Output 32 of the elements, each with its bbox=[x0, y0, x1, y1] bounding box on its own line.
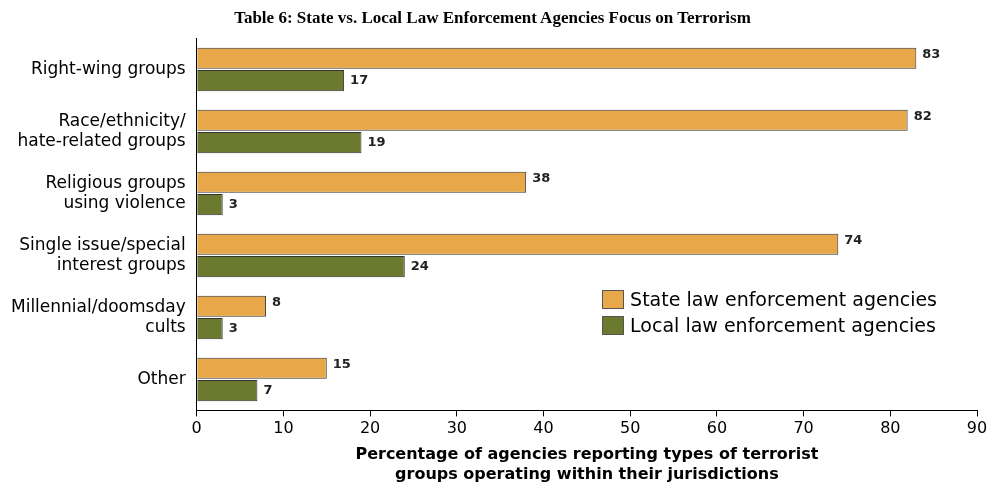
legend-label: State law enforcement agencies bbox=[630, 287, 937, 312]
y-tick-label: Millennial/doomsday cults bbox=[11, 295, 186, 337]
data-label: 17 bbox=[350, 71, 369, 87]
x-tick-label: 60 bbox=[706, 418, 728, 438]
x-tick-label: 80 bbox=[880, 418, 901, 438]
data-label: 24 bbox=[410, 257, 429, 273]
chart-title: Table 6: State vs. Local Law Enforcement Agencies Focus on Terrorism bbox=[234, 7, 751, 27]
data-label: 15 bbox=[332, 355, 351, 371]
y-tick-label: Race/ethnicity/ hate-related groups bbox=[17, 109, 186, 151]
y-tick-label: Other bbox=[137, 367, 186, 388]
x-tick-label: 20 bbox=[359, 418, 381, 438]
legend-label: Local law enforcement agencies bbox=[630, 313, 936, 338]
data-label: 19 bbox=[367, 133, 386, 149]
y-tick-label: Single issue/special interest groups bbox=[19, 233, 186, 275]
data-label: 38 bbox=[532, 169, 551, 185]
data-label: 83 bbox=[922, 45, 941, 61]
data-label: 3 bbox=[228, 195, 238, 211]
x-tick-label: 70 bbox=[793, 418, 814, 438]
x-tick-label: 90 bbox=[966, 418, 988, 438]
data-label: 8 bbox=[272, 293, 282, 309]
x-tick-label: 50 bbox=[620, 418, 641, 438]
data-label: 3 bbox=[228, 319, 238, 335]
x-axis-title: Percentage of agencies reporting types of terrorist groups operating within their jurisdictions bbox=[355, 444, 819, 483]
y-tick-label: Religious groups using violence bbox=[45, 171, 186, 213]
x-tick-label: 10 bbox=[273, 418, 294, 438]
x-tick-label: 30 bbox=[446, 418, 467, 438]
data-label: 7 bbox=[263, 381, 273, 397]
data-label: 74 bbox=[844, 231, 863, 247]
y-tick-label: Right-wing groups bbox=[30, 57, 186, 78]
data-label: 82 bbox=[913, 107, 932, 123]
x-tick-label: 40 bbox=[533, 418, 554, 438]
x-tick-label: 0 bbox=[191, 418, 202, 438]
